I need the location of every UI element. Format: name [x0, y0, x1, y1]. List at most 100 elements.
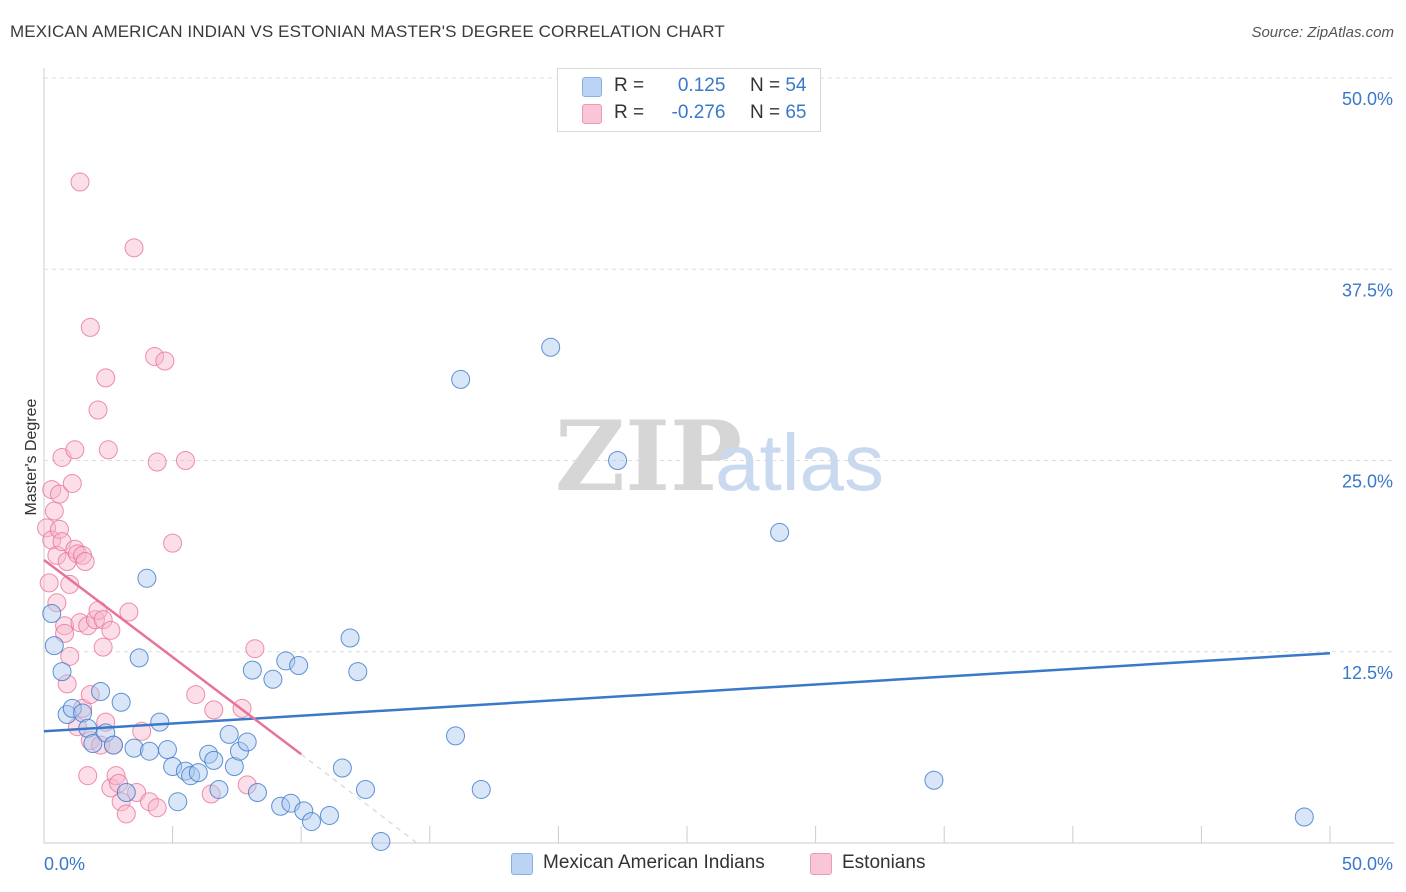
legend-r-value: -0.276: [671, 102, 726, 123]
estonians-point: [80, 730, 100, 750]
estonians-point: [147, 452, 167, 472]
mexican-american-indians-point: [91, 682, 111, 702]
estonians-point: [49, 484, 69, 504]
mexican-american-indians-point: [356, 779, 375, 799]
estonians-point: [127, 783, 147, 803]
mexican-american-indians-point: [168, 792, 188, 812]
mexican-american-indians-point: [451, 369, 471, 389]
estonians-point: [57, 674, 77, 694]
estonians-point: [111, 792, 131, 812]
estonians-point: [139, 792, 159, 812]
series-swatch-blue: [511, 853, 533, 875]
estonians-point: [147, 798, 167, 818]
estonians-point: [237, 775, 257, 795]
estonians-points: [37, 172, 265, 824]
estonians-point: [39, 573, 59, 593]
mexican-american-indians-point: [247, 783, 267, 803]
mexican-american-indians-point: [209, 779, 229, 799]
estonians-point: [78, 766, 98, 786]
estonians-point: [60, 574, 80, 594]
estonians-point: [65, 440, 85, 460]
correlation-legend: R = 0.125 N = 54 R = -0.276 N = 65: [557, 68, 821, 132]
mexican-american-indians-point: [199, 744, 219, 764]
estonians-point: [55, 616, 75, 636]
watermark-atlas: atlas: [715, 418, 884, 507]
mexican-american-indians-point: [157, 740, 177, 760]
mexican-american-indians-point: [319, 805, 339, 825]
estonians-point: [101, 620, 121, 640]
mexican-american-indians-point: [340, 628, 360, 648]
mexican-american-indians-point: [44, 636, 64, 656]
mexican-american-indians-point: [73, 703, 93, 723]
mexican-american-indians-point: [301, 812, 321, 832]
y-tick-label: 37.5%: [1342, 280, 1393, 300]
source-label: Source: ZipAtlas.com: [1251, 24, 1394, 41]
mexican-american-indians-point: [371, 831, 391, 851]
estonians-point: [80, 685, 100, 705]
estonians-point: [70, 613, 90, 633]
estonians-point: [163, 533, 183, 553]
estonians-point: [47, 593, 67, 613]
mexican-american-indians-point: [116, 783, 136, 803]
estonians-point: [96, 368, 116, 388]
mexican-american-indians-point: [541, 337, 561, 357]
mexican-american-indians-point: [770, 522, 790, 542]
series-label: Mexican American Indians: [543, 852, 765, 873]
tick-labels: 12.5% 25.0% 37.5% 50.0% 0.0% 50.0%: [44, 89, 1393, 874]
mexican-american-indians-point: [271, 796, 291, 816]
mexican-american-indians-point: [219, 724, 239, 744]
estonians-point: [116, 804, 136, 824]
y-axis-label: Master's Degree: [23, 398, 40, 516]
y-tick-label: 25.0%: [1342, 472, 1393, 492]
estonians-point: [75, 551, 95, 571]
mexican-american-indians-point: [242, 660, 262, 680]
mexican-american-indians-point: [163, 757, 183, 776]
estonians-point: [106, 766, 126, 786]
y-tick-label: 12.5%: [1342, 663, 1393, 683]
estonians-point: [119, 602, 139, 622]
mexican-american-indians-point: [276, 651, 296, 671]
legend-r-value: 0.125: [677, 75, 726, 96]
legend-n-value: 65: [785, 102, 807, 123]
mexican-american-indians-point: [294, 801, 314, 821]
mexican-american-indians-point: [83, 734, 103, 754]
estonians-point: [62, 473, 82, 493]
grid: [44, 77, 1394, 653]
legend-n-label: N =: [749, 75, 781, 96]
trend-line-mexican-american-indians: [43, 652, 1331, 733]
mexican-american-indians-point: [129, 648, 149, 668]
mexican-american-indians-point: [52, 662, 72, 682]
trend-line-estonians-extension: [300, 753, 418, 844]
mexican-american-indians-point: [924, 770, 944, 790]
x-tick-label: 50.0%: [1342, 854, 1393, 874]
mexican-american-indians-points: [42, 337, 1314, 851]
axes: [43, 68, 1394, 844]
estonians-point: [80, 317, 100, 337]
mexican-american-indians-point: [139, 741, 159, 761]
mexican-american-indians-point: [150, 712, 170, 732]
y-tick-label: 50.0%: [1342, 89, 1393, 109]
y-axis-label-wrap: Master's Degree: [4, 380, 44, 540]
chart-title: MEXICAN AMERICAN INDIAN VS ESTONIAN MAST…: [10, 22, 725, 41]
estonians-point: [70, 172, 90, 192]
legend-r-label: R =: [614, 102, 645, 123]
mexican-american-indians-point: [111, 692, 131, 712]
estonians-point: [49, 519, 69, 539]
mexican-american-indians-point: [263, 669, 283, 689]
estonians-point: [60, 646, 80, 666]
estonians-point: [175, 451, 195, 470]
legend-swatch-pink: [582, 104, 602, 124]
mexican-american-indians-point: [289, 656, 309, 676]
trend-line-estonians: [43, 558, 302, 756]
estonians-point: [186, 685, 206, 705]
mexican-american-indians-point: [446, 726, 466, 746]
mexican-american-indians-point: [188, 763, 208, 783]
mexican-american-indians-point: [237, 732, 257, 752]
estonians-point: [145, 346, 165, 366]
watermark-zip: ZIP: [555, 400, 742, 513]
mexican-american-indians-point: [608, 451, 628, 470]
estonians-point: [93, 610, 113, 630]
estonians-point: [204, 700, 224, 720]
mexican-american-indians-point: [332, 758, 352, 778]
